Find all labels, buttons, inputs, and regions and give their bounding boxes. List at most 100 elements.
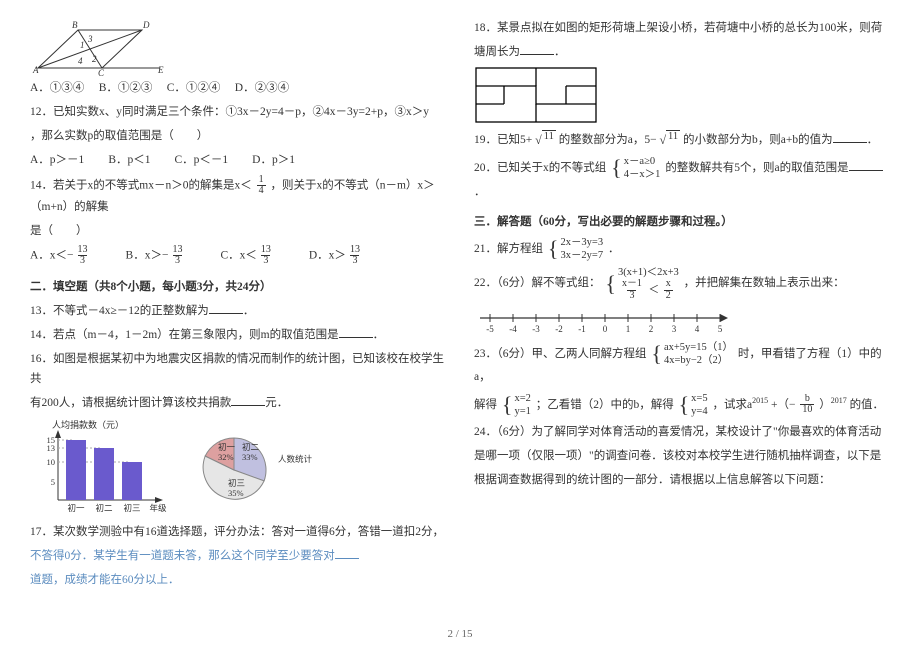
brace-q21: { 2x－3y=33x－2y=7 [548,236,603,262]
q24-l3: 根据调查数据得到的统计图的一部分．请根据以上信息解答以下问题： [474,470,890,490]
q22: 22．（6分）解不等式组： { 3(x+1)＜2x+3 x－13 ＜ x2 ，并… [474,266,890,301]
q16-l1: 16．如图是根据某初中为地震灾区捐款的情况而制作的统计图，已知该校在校学生共 [30,349,446,389]
q11-opt-B: B．①②③ [99,82,153,94]
q14-options: A．x＜−133 B．x＞−133 C．x＜133 D．x＞133 [30,245,446,267]
q21: 21．解方程组 { 2x－3y=33x－2y=7 ． [474,236,890,262]
label-D: D [142,20,150,30]
q14-stem-line2: 是（ ） [30,221,446,241]
svg-text:初三: 初三 [228,478,245,488]
q24-l1: 24．（6分）为了解同学对体育活动的喜爱情况，某校设计了"你最喜欢的体育活动 [474,422,890,442]
q12-options: A．p＞－1 B．p＜1 C．p＜－1 D．p＞1 [30,150,446,170]
q12-opt-C: C．p＜－1 [174,150,228,170]
svg-text:初二: 初二 [95,503,113,513]
q14-opt-B: B．x＞−133 [126,245,187,267]
label-B: B [72,20,78,30]
svg-text:3: 3 [672,324,677,334]
svg-text:5: 5 [51,477,55,487]
svg-text:人数统计: 人数统计 [278,454,313,464]
svg-text:5: 5 [718,324,723,334]
blank-q16 [231,395,265,407]
pond-figure [474,66,890,124]
svg-text:0: 0 [603,324,608,334]
blank-q14b [339,327,373,339]
bar-chart: 人均捐款数（元） 15 13 10 5 [30,418,180,518]
svg-text:4: 4 [695,324,700,334]
q11-opt-A: A．①③④ [30,82,84,94]
svg-text:初一: 初一 [67,503,85,513]
svg-text:人均捐款数（元）: 人均捐款数（元） [52,419,124,430]
brace-q22: { 3(x+1)＜2x+3 x－13 ＜ x2 [605,266,678,301]
q23-l2: 解得 { x=2y=1 ；乙看错（2）中的b，解得 { x=5y=4 ，试求a2… [474,392,890,418]
q14-opt-A: A．x＜−133 [30,245,92,267]
label-C: C [98,68,105,76]
svg-text:-1: -1 [578,324,586,334]
page-footer: 2 / 15 [0,625,920,644]
svg-text:10: 10 [47,457,56,467]
svg-text:35%: 35% [228,488,244,498]
blank-q13 [209,302,243,314]
parallelogram-figure: A B C D E 3 1 2 4 [30,18,446,76]
svg-text:初二: 初二 [242,442,260,452]
q24-l2: 是哪一项（仅限一项）"的调查问卷．该校对本校学生进行随机抽样调查，以下是 [474,446,890,466]
svg-text:初三: 初三 [123,503,140,513]
q12-opt-D: D．p＞1 [252,150,295,170]
q11-opt-D: D．②③④ [235,82,289,94]
label-A: A [32,65,39,75]
frac-b-10: b10 [800,394,814,416]
q13: 13．不等式－4x≥－12的正整数解为． [30,301,446,321]
pie-chart: 初一 32% 初二 33% 初三 35% 人数统计 [192,418,322,518]
label-angle1: 1 [80,40,85,50]
q14b: 14．若点（m－4，1－2m）在第三象限内，则m的取值范围是． [30,325,446,345]
q12-stem2: ，那么实数p的取值范围是（ ） [30,126,446,146]
svg-text:初一: 初一 [218,442,236,452]
q12-stem1: 12．已知实数x、y同时满足三个条件：①3x－2y=4－p，②4x－3y=2+p… [30,102,446,122]
svg-text:2: 2 [649,324,654,334]
brace-q20: { x－a≥04－x＞1 [611,155,660,181]
q20: 20．已知关于x的不等式组 { x－a≥04－x＞1 的整数解共有5个，则a的取… [474,155,890,201]
blank-q17 [335,547,359,559]
q16-l2: 有200人，请根据统计图计算该校共捐款元． [30,393,446,413]
charts-row: 人均捐款数（元） 15 13 10 5 [30,418,446,518]
brace-q23C: { x=5y=4 [679,392,708,418]
svg-text:-3: -3 [532,324,540,334]
blank-q20 [849,160,883,172]
sqrt-11-b: √11 [659,130,680,151]
svg-text:33%: 33% [242,452,258,462]
right-column: 18．某景点拟在如图的矩形荷塘上架设小桥，若荷塘中小桥的总长为100米，则荷 塘… [474,18,890,602]
q18-l2: 塘周长为． [474,42,890,62]
left-column: A B C D E 3 1 2 4 A．①③④ B．①②③ C．①②④ D．②③… [30,18,446,602]
number-line: -5 -4 -3 -2 -1 0 1 2 3 4 5 [474,305,890,335]
q11-opt-C: C．①②④ [167,82,221,94]
brace-q23B: { x=2y=1 [502,392,531,418]
svg-text:-5: -5 [486,324,494,334]
svg-text:年级: 年级 [149,503,167,513]
svg-text:-2: -2 [555,324,563,334]
q12-opt-A: A．p＞－1 [30,150,84,170]
q11-options: A．①③④ B．①②③ C．①②④ D．②③④ [30,78,446,98]
blank-q19 [833,132,867,144]
svg-text:32%: 32% [218,452,234,462]
q17-l1: 17．某次数学测验中有16道选择题，评分办法：答对一道得6分，答错一道扣2分， [30,522,446,542]
label-angle2: 2 [92,54,97,64]
q19: 19．已知5+ √11 的整数部分为a，5− √11 的小数部分为b，则a+b的… [474,130,890,151]
brace-q23A: { ax+5y=15（1）4x=by−2（2） [651,341,733,367]
q14-opt-D: D．x＞133 [309,245,364,267]
q12-opt-B: B．p＜1 [108,150,150,170]
q14-pre: 14．若关于x的不等式mx－n＞0的解集是x＜ [30,179,252,191]
blank-q18 [520,44,554,56]
label-angle4: 4 [78,56,83,66]
section3-title: 三．解答题（60分，写出必要的解题步骤和过程。） [474,212,890,232]
q23-l1: 23．（6分）甲、乙两人同解方程组 { ax+5y=15（1）4x=by−2（2… [474,341,890,387]
frac-1-4: 1 4 [257,175,266,197]
label-E: E [157,65,164,75]
label-angle3: 3 [87,34,93,44]
svg-text:13: 13 [47,443,56,453]
q14-opt-C: C．x＜133 [220,245,274,267]
sqrt-11-a: √11 [535,130,556,151]
section2-title: 二．填空题（共8个小题，每小题3分，共24分） [30,277,446,297]
q14-stem-line1: 14．若关于x的不等式mx－n＞0的解集是x＜ 1 4 ，则关于x的不等式（n－… [30,175,446,217]
q18-l1: 18．某景点拟在如图的矩形荷塘上架设小桥，若荷塘中小桥的总长为100米，则荷 [474,18,890,38]
q17-l2: 不答得0分．某学生有一道题未答，那么这个同学至少要答对 [30,546,446,566]
svg-text:1: 1 [626,324,631,334]
svg-text:-4: -4 [509,324,517,334]
